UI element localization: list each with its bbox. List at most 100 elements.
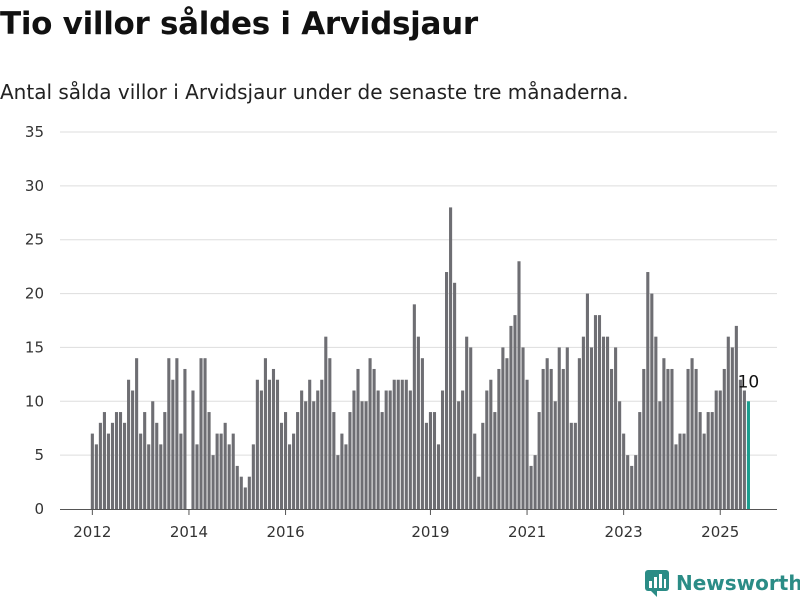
bar: [344, 444, 348, 509]
bar: [585, 293, 589, 509]
bar: [179, 433, 183, 509]
bar: [227, 444, 231, 509]
bar: [517, 261, 521, 509]
bar: [332, 412, 336, 509]
bar: [183, 368, 187, 509]
bar: [541, 368, 545, 509]
bar: [408, 390, 412, 509]
bar: [453, 282, 457, 509]
bar: [694, 368, 698, 509]
bar: [143, 412, 147, 509]
bar: [320, 379, 324, 509]
bar: [622, 433, 626, 509]
bar: [557, 347, 561, 509]
bar: [698, 412, 702, 509]
bar: [597, 315, 602, 509]
bar: [167, 358, 171, 509]
bar: [159, 444, 163, 509]
bar: [440, 390, 445, 509]
bar: [473, 433, 477, 509]
y-tick-label: 5: [34, 446, 44, 464]
bar: [416, 336, 420, 509]
bar: [131, 390, 135, 509]
bar: [151, 401, 155, 509]
bar: [513, 315, 517, 509]
bar: [489, 379, 493, 509]
bar: [461, 390, 465, 509]
bar: [259, 390, 263, 509]
bar: [396, 379, 400, 509]
bar: [666, 368, 670, 509]
bar: [348, 412, 352, 509]
bar: [589, 347, 593, 509]
bar: [493, 412, 497, 509]
bar: [525, 379, 529, 509]
bar: [251, 444, 255, 509]
bar: [593, 315, 598, 509]
bar: [215, 433, 219, 509]
bar: [726, 336, 730, 509]
brand-name: Newsworthy: [676, 571, 800, 595]
bar: [714, 390, 718, 509]
bar: [710, 412, 714, 509]
bar: [255, 379, 259, 509]
bar: [372, 368, 376, 509]
bar: [722, 368, 726, 509]
x-tick-label: 2025: [701, 523, 739, 541]
bar: [263, 358, 267, 509]
bar: [336, 455, 340, 509]
bar: [304, 401, 308, 509]
bar: [469, 347, 473, 509]
bar: [316, 390, 320, 509]
bar: [545, 358, 549, 509]
newsworthy-logo-icon: [645, 570, 669, 597]
chart-subtitle: Antal sålda villor i Arvidsjaur under de…: [0, 80, 629, 104]
bar: [412, 304, 416, 509]
bar: [90, 433, 94, 509]
bar: [219, 433, 223, 509]
x-tick-label: 2021: [508, 523, 546, 541]
bar: [654, 336, 658, 509]
bar: [642, 368, 646, 509]
bar: [300, 390, 304, 509]
bar: [404, 379, 408, 509]
y-tick-label: 25: [25, 231, 44, 249]
y-axis-ticks: 0 5 10 15 20 25 30 35: [25, 123, 44, 518]
bar: [706, 412, 710, 509]
bar: [102, 412, 106, 509]
y-tick-label: 10: [25, 392, 44, 410]
y-tick-label: 30: [25, 177, 44, 195]
bar: [328, 358, 332, 509]
bar: [718, 390, 722, 509]
bar: [223, 422, 227, 509]
bar: [436, 444, 441, 509]
bar: [465, 336, 469, 509]
bar: [392, 379, 396, 509]
bar: [279, 422, 284, 509]
bar: [646, 272, 650, 509]
bar: [239, 476, 243, 509]
bar: [360, 401, 364, 509]
bar: [271, 368, 276, 509]
bar: [529, 465, 533, 509]
bar: [155, 422, 159, 509]
bar: [702, 433, 706, 509]
bar: [481, 422, 485, 509]
bar: [610, 368, 614, 509]
y-tick-label: 35: [25, 123, 44, 141]
bar: [457, 401, 461, 509]
bar: [380, 412, 384, 509]
bar: [630, 465, 634, 509]
bar: [364, 401, 368, 509]
bar: [742, 390, 746, 509]
bar: [533, 455, 537, 509]
bar: [267, 379, 271, 509]
bar: [505, 358, 509, 509]
bar: [123, 422, 127, 509]
bar: [549, 368, 553, 509]
bar: [670, 368, 674, 509]
bar: [175, 358, 179, 509]
bar: [352, 390, 356, 509]
bar: [195, 444, 199, 509]
bar: [678, 433, 682, 509]
